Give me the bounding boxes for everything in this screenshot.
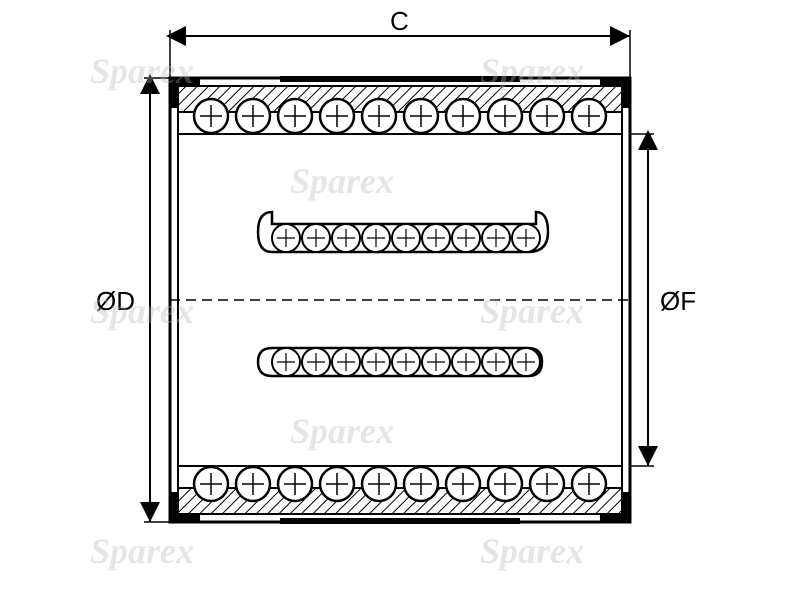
mid-row-1	[272, 224, 540, 252]
label-f: ØF	[660, 286, 696, 317]
top-strip	[280, 76, 520, 82]
mid-row-2	[272, 348, 540, 376]
diagram-canvas: C ØD ØF Sparex Sparex Sparex Sparex Spar…	[0, 0, 800, 600]
bottom-strip	[280, 518, 520, 524]
label-d: ØD	[96, 286, 135, 317]
label-c: C	[390, 6, 409, 37]
